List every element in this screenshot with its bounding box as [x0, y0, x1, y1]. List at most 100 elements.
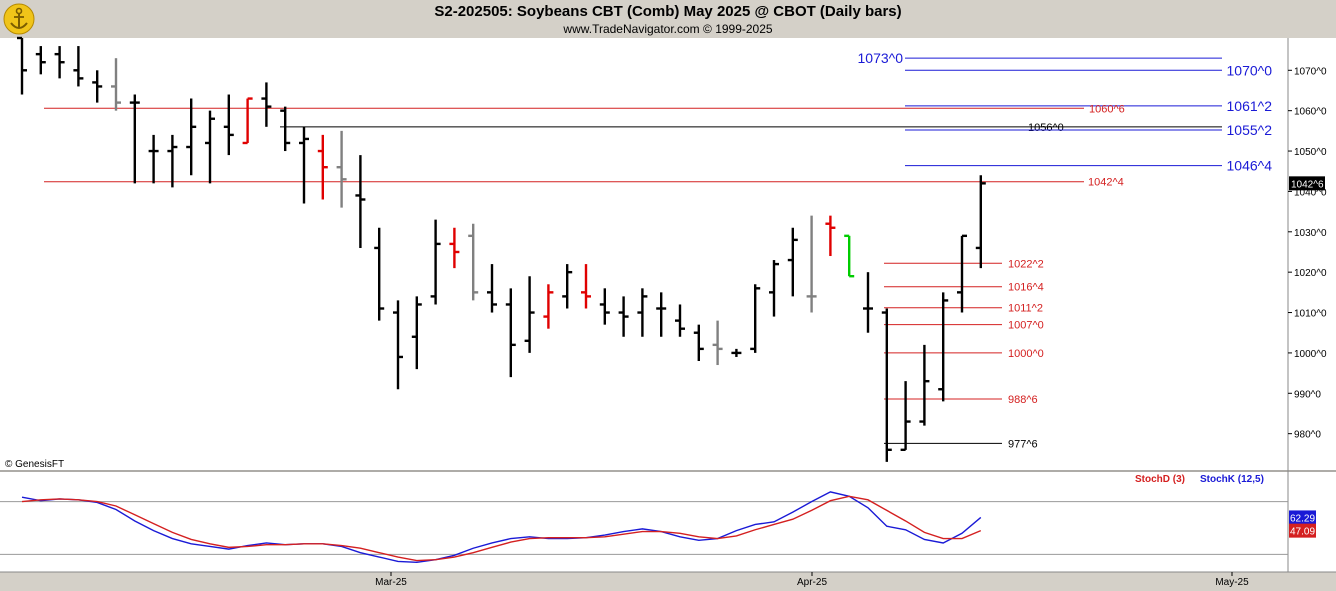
chart-subtitle: www.TradeNavigator.com © 1999-2025: [563, 22, 773, 36]
price-level-label: 977^6: [1008, 438, 1038, 450]
chart-title: S2-202505: Soybeans CBT (Comb) May 2025 …: [434, 3, 902, 20]
ohlc-bar: [900, 381, 911, 452]
stochk-last-box: [1289, 510, 1316, 525]
ohlc-bar: [355, 155, 366, 248]
y-tick-label: 1040^0: [1294, 187, 1327, 198]
price-level-label: 1073^0: [858, 50, 904, 66]
y-tick-label: 1020^0: [1294, 268, 1327, 279]
stochk-last-label: 62.29: [1290, 513, 1315, 524]
y-tick-label: 1010^0: [1294, 309, 1327, 320]
ohlc-bar: [111, 58, 121, 111]
ohlc-bar: [54, 46, 65, 79]
ohlc-bar: [637, 288, 648, 337]
ohlc-bar: [769, 260, 779, 317]
ohlc-bar: [205, 110, 215, 184]
ohlc-bar: [92, 70, 103, 103]
ohlc-bar: [411, 296, 422, 370]
price-level-label: 1055^2: [1227, 122, 1273, 138]
time-axis: Mar-25 Apr-25 May-25: [375, 572, 1249, 588]
ohlc-bar: [468, 223, 479, 301]
ohlc-bar: [656, 292, 667, 337]
ohlc-bar: [374, 227, 385, 321]
anchor-logo-icon: [3, 3, 35, 35]
price-levels: 1073^0 1070^0 1061^2 1060^6 1056^0 1055^2 1046…: [44, 50, 1272, 450]
ohlc-bar: [317, 134, 328, 200]
price-level-label: 1022^2: [1008, 258, 1044, 270]
y-tick-label: 1070^0: [1294, 66, 1327, 77]
y-tick-label: 1050^0: [1294, 147, 1327, 158]
ohlc-bar: [693, 324, 704, 361]
ohlc-bar: [336, 130, 347, 208]
y-tick-label: 990^0: [1294, 389, 1321, 400]
price-level-label: 1070^0: [1227, 62, 1273, 78]
ohlc-bar: [186, 98, 197, 176]
last-price-label: 1042^6: [1291, 179, 1324, 190]
ohlc-bar: [787, 227, 798, 297]
price-level-label: 1011^2: [1008, 303, 1043, 315]
ohlc-bar: [261, 82, 272, 127]
ohlc-bar: [167, 134, 178, 188]
price-level-label: 988^6: [1008, 394, 1038, 406]
price-axis: 1070^0 1060^0 1050^0 1040^0 1030^0 1020^0 1010…: [1288, 66, 1327, 441]
ohlc-bar: [581, 264, 591, 309]
chart-header: S2-202505: Soybeans CBT (Comb) May 2025 …: [0, 0, 1336, 38]
price-level-label: 1042^4: [1088, 177, 1124, 189]
ohlc-bar: [393, 300, 403, 390]
x-tick-label: May-25: [1215, 577, 1249, 588]
ohlc-bar: [487, 264, 497, 313]
ohlc-bar: [73, 46, 84, 87]
legend-stochd: StochD (3): [1135, 474, 1185, 485]
ohlc-bar: [863, 272, 873, 333]
ohlc-bar: [618, 296, 629, 337]
ohlc-bars: [17, 36, 986, 462]
ohlc-bar: [806, 215, 817, 313]
ohlc-bar: [825, 215, 836, 257]
ohlc-bar: [505, 288, 516, 378]
ohlc-bar: [280, 106, 291, 152]
stochd-line: [21, 495, 982, 562]
ohlc-bar: [430, 219, 441, 305]
price-level-label: 1000^0: [1008, 348, 1044, 360]
ohlc-bar: [148, 134, 159, 184]
x-tick-label: Apr-25: [797, 577, 827, 588]
x-tick-label: Mar-25: [375, 577, 407, 588]
ohlc-bar: [731, 348, 742, 357]
ohlc-bar: [975, 175, 986, 269]
ohlc-bar: [17, 36, 27, 95]
ohlc-bar: [242, 97, 253, 145]
stoch-plot-area: [0, 472, 1288, 572]
ohlc-bar: [675, 304, 685, 337]
stochd-last-label: 47.09: [1290, 527, 1315, 538]
watermark: © GenesisFT: [5, 459, 64, 470]
y-tick-label: 980^0: [1294, 430, 1321, 441]
ohlc-bar: [223, 94, 234, 156]
ohlc-bar: [35, 46, 46, 75]
stochastic-pane: 62.29 47.09: [0, 491, 1316, 564]
last-price-box: [1289, 176, 1325, 191]
ohlc-bar: [562, 264, 573, 309]
ohlc-bar: [844, 234, 855, 278]
price-axis-area: [1288, 38, 1336, 470]
ohlc-bar: [750, 284, 761, 353]
ohlc-bar: [938, 292, 949, 402]
ohlc-bar: [543, 284, 554, 329]
ohlc-bar: [881, 308, 892, 462]
price-level-label: 1016^4: [1008, 282, 1044, 294]
price-level-label: 1007^0: [1008, 320, 1044, 332]
price-level-label: 1056^0: [1028, 122, 1064, 134]
y-tick-label: 1030^0: [1294, 228, 1327, 239]
y-tick-label: 1000^0: [1294, 349, 1327, 360]
ohlc-bar: [299, 126, 309, 204]
price-level-label: 1061^2: [1227, 98, 1273, 114]
ohlc-bar: [957, 234, 967, 313]
y-tick-label: 1060^0: [1294, 107, 1327, 118]
price-plot-area: [0, 38, 1288, 470]
legend-stochk: StochK (12,5): [1200, 474, 1264, 485]
price-level-label: 1046^4: [1227, 158, 1273, 174]
ohlc-bar: [449, 227, 460, 269]
ohlc-bar: [712, 320, 723, 366]
stochk-line: [21, 491, 982, 564]
ohlc-bar: [524, 276, 535, 353]
ohlc-bar: [919, 344, 930, 426]
